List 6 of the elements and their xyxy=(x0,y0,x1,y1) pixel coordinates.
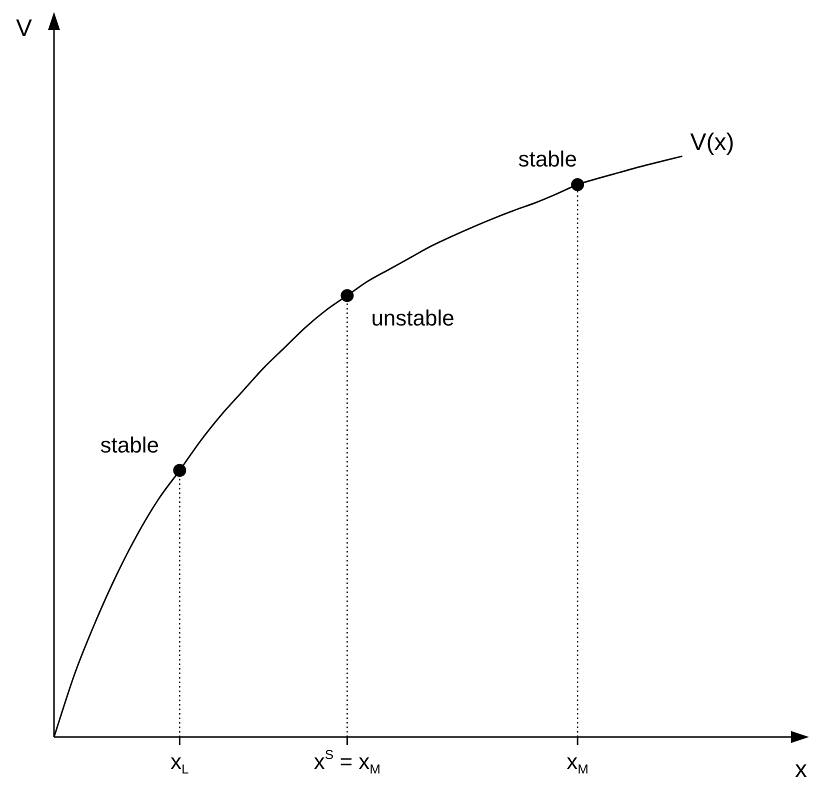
series-label: V(x) xyxy=(690,129,734,156)
y-axis-title: V xyxy=(16,15,32,42)
annotation: stable xyxy=(100,432,160,458)
x-axis-title: x xyxy=(795,756,807,783)
annotation: unstable xyxy=(371,306,454,331)
annotation: stable xyxy=(518,146,577,172)
